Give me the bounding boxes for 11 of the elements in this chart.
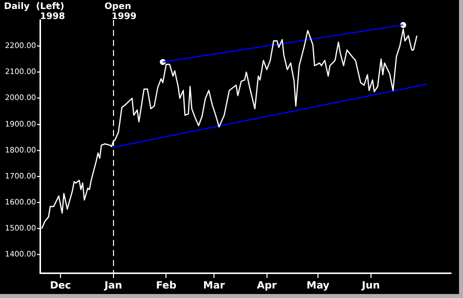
annotation: 1998 — [40, 12, 66, 22]
x-tick-label: Mar — [203, 280, 225, 292]
x-tick-label: Dec — [50, 280, 72, 292]
text: (Left) — [36, 2, 64, 12]
x-tick-label: Jan — [104, 280, 122, 292]
x-tick-label: Apr — [256, 280, 277, 292]
x-tick-label: Feb — [156, 280, 176, 292]
text: Daily — [4, 2, 30, 12]
x-tick-label: May — [306, 280, 330, 292]
ref-line-label: Open 1999 — [104, 2, 137, 22]
x-tick-label: Jun — [360, 280, 380, 292]
